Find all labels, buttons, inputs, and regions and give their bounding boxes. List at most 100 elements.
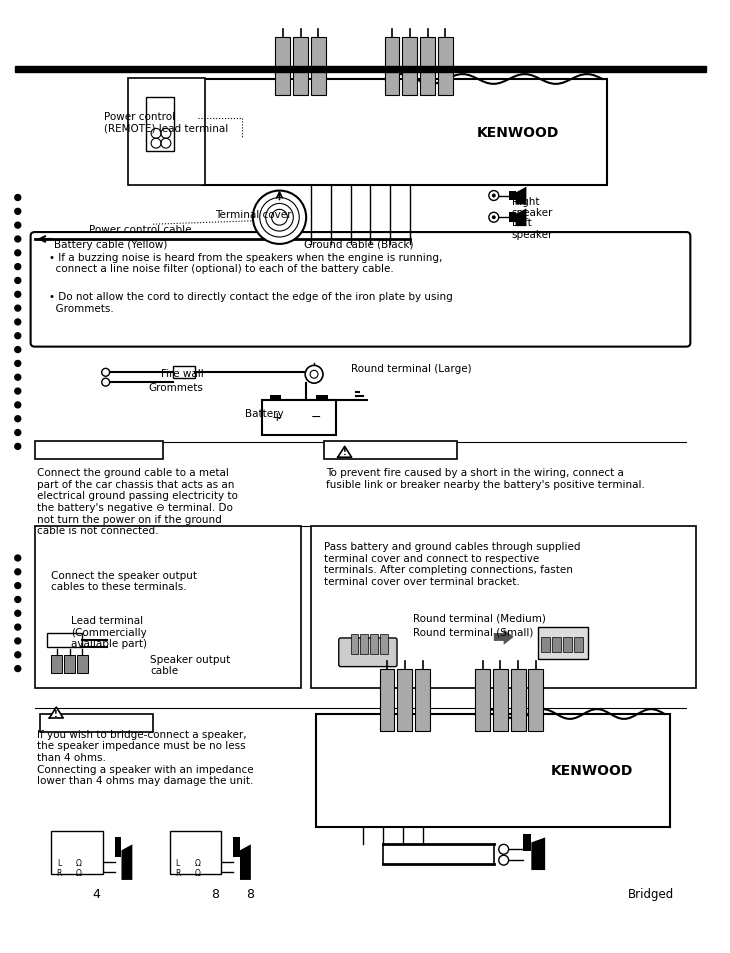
Circle shape: [15, 624, 20, 630]
Text: Connect the speaker output
cables to these terminals.: Connect the speaker output cables to the…: [51, 570, 197, 592]
Text: Round terminal (Medium): Round terminal (Medium): [413, 613, 546, 622]
FancyBboxPatch shape: [339, 639, 397, 667]
Text: Ω: Ω: [76, 859, 82, 867]
Circle shape: [15, 652, 20, 658]
Bar: [529, 669, 543, 731]
Bar: [385, 38, 399, 95]
Bar: [523, 834, 531, 851]
Bar: [541, 638, 550, 652]
Text: Power control
(REMOTE) lead terminal: Power control (REMOTE) lead terminal: [104, 112, 228, 133]
Polygon shape: [515, 188, 526, 205]
Circle shape: [15, 306, 20, 312]
Bar: [438, 38, 453, 95]
Text: Right
speaker: Right speaker: [512, 196, 553, 218]
Text: Ω: Ω: [195, 868, 201, 877]
Text: • Do not allow the cord to directly contact the edge of the iron plate by using
: • Do not allow the cord to directly cont…: [50, 292, 453, 314]
Text: Battery: Battery: [245, 409, 283, 418]
Bar: [47, 634, 82, 647]
Bar: [269, 395, 282, 400]
Circle shape: [15, 402, 20, 409]
Bar: [402, 38, 418, 95]
Bar: [415, 669, 430, 731]
Text: L: L: [176, 859, 180, 867]
Text: !: !: [343, 447, 347, 456]
Circle shape: [15, 666, 20, 672]
Circle shape: [15, 375, 20, 381]
Text: Round terminal (Small): Round terminal (Small): [413, 626, 533, 637]
Circle shape: [15, 319, 20, 326]
Bar: [34, 527, 301, 689]
Text: L: L: [57, 859, 61, 867]
Text: To prevent fire caused by a short in the wiring, connect a
fusible link or break: To prevent fire caused by a short in the…: [326, 468, 645, 489]
Polygon shape: [493, 629, 513, 645]
Text: Grommets: Grommets: [148, 383, 203, 393]
Circle shape: [15, 597, 20, 603]
Text: !: !: [54, 709, 58, 718]
Text: 4: 4: [93, 887, 101, 900]
Circle shape: [492, 216, 496, 220]
Bar: [51, 655, 62, 673]
Text: Terminal cover: Terminal cover: [215, 210, 292, 220]
Circle shape: [15, 334, 20, 339]
Text: Round terminal (Large): Round terminal (Large): [350, 364, 472, 374]
Bar: [173, 367, 195, 379]
Polygon shape: [121, 844, 132, 880]
Circle shape: [15, 251, 20, 256]
Bar: [370, 635, 378, 654]
Bar: [563, 638, 572, 652]
Bar: [15, 67, 706, 73]
Text: If you wish to bridge-connect a speaker,
the speaker impedance must be no less
t: If you wish to bridge-connect a speaker,…: [36, 729, 253, 785]
Circle shape: [15, 278, 20, 284]
Circle shape: [15, 209, 20, 215]
Bar: [380, 669, 394, 731]
Circle shape: [15, 361, 20, 367]
Circle shape: [15, 416, 20, 422]
Bar: [311, 527, 696, 689]
Text: 8: 8: [211, 887, 219, 900]
Bar: [316, 395, 328, 400]
Bar: [146, 97, 174, 152]
Circle shape: [15, 389, 20, 395]
Bar: [77, 655, 88, 673]
Circle shape: [15, 264, 20, 271]
Bar: [509, 192, 515, 201]
Text: Ω: Ω: [76, 868, 82, 877]
Bar: [34, 442, 163, 459]
Bar: [397, 669, 412, 731]
Text: Left
speaker: Left speaker: [512, 218, 553, 239]
Bar: [361, 635, 369, 654]
Bar: [538, 627, 588, 659]
Text: 8: 8: [246, 887, 254, 900]
Bar: [380, 635, 388, 654]
Circle shape: [15, 569, 20, 576]
Circle shape: [253, 192, 306, 245]
Polygon shape: [240, 844, 251, 880]
Text: KENWOOD: KENWOOD: [477, 126, 559, 140]
Text: R: R: [56, 868, 62, 877]
Bar: [170, 831, 221, 874]
Bar: [115, 838, 121, 858]
Bar: [233, 838, 240, 858]
Polygon shape: [50, 707, 64, 719]
Circle shape: [15, 223, 20, 229]
Bar: [511, 669, 526, 731]
Bar: [275, 38, 290, 95]
Circle shape: [15, 236, 20, 243]
Text: Bridged: Bridged: [628, 887, 675, 900]
Bar: [350, 635, 358, 654]
Circle shape: [15, 583, 20, 589]
Bar: [51, 831, 103, 874]
Text: Battery cable (Yellow): Battery cable (Yellow): [54, 240, 168, 250]
Bar: [311, 38, 326, 95]
Bar: [324, 442, 457, 459]
Text: Speaker output
cable: Speaker output cable: [150, 654, 231, 676]
Circle shape: [15, 639, 20, 644]
Bar: [552, 638, 561, 652]
Bar: [64, 655, 75, 673]
Circle shape: [15, 195, 20, 201]
Circle shape: [305, 366, 323, 384]
Bar: [574, 638, 583, 652]
Text: Connect the ground cable to a metal
part of the car chassis that acts as an
elec: Connect the ground cable to a metal part…: [36, 468, 237, 536]
Bar: [493, 669, 508, 731]
Text: Pass battery and ground cables through supplied
terminal cover and connect to re: Pass battery and ground cables through s…: [324, 541, 580, 586]
